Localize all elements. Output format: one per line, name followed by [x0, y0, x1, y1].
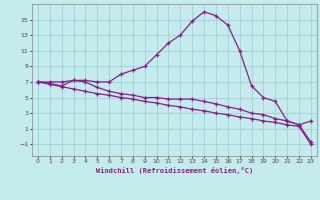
- X-axis label: Windchill (Refroidissement éolien,°C): Windchill (Refroidissement éolien,°C): [96, 167, 253, 174]
